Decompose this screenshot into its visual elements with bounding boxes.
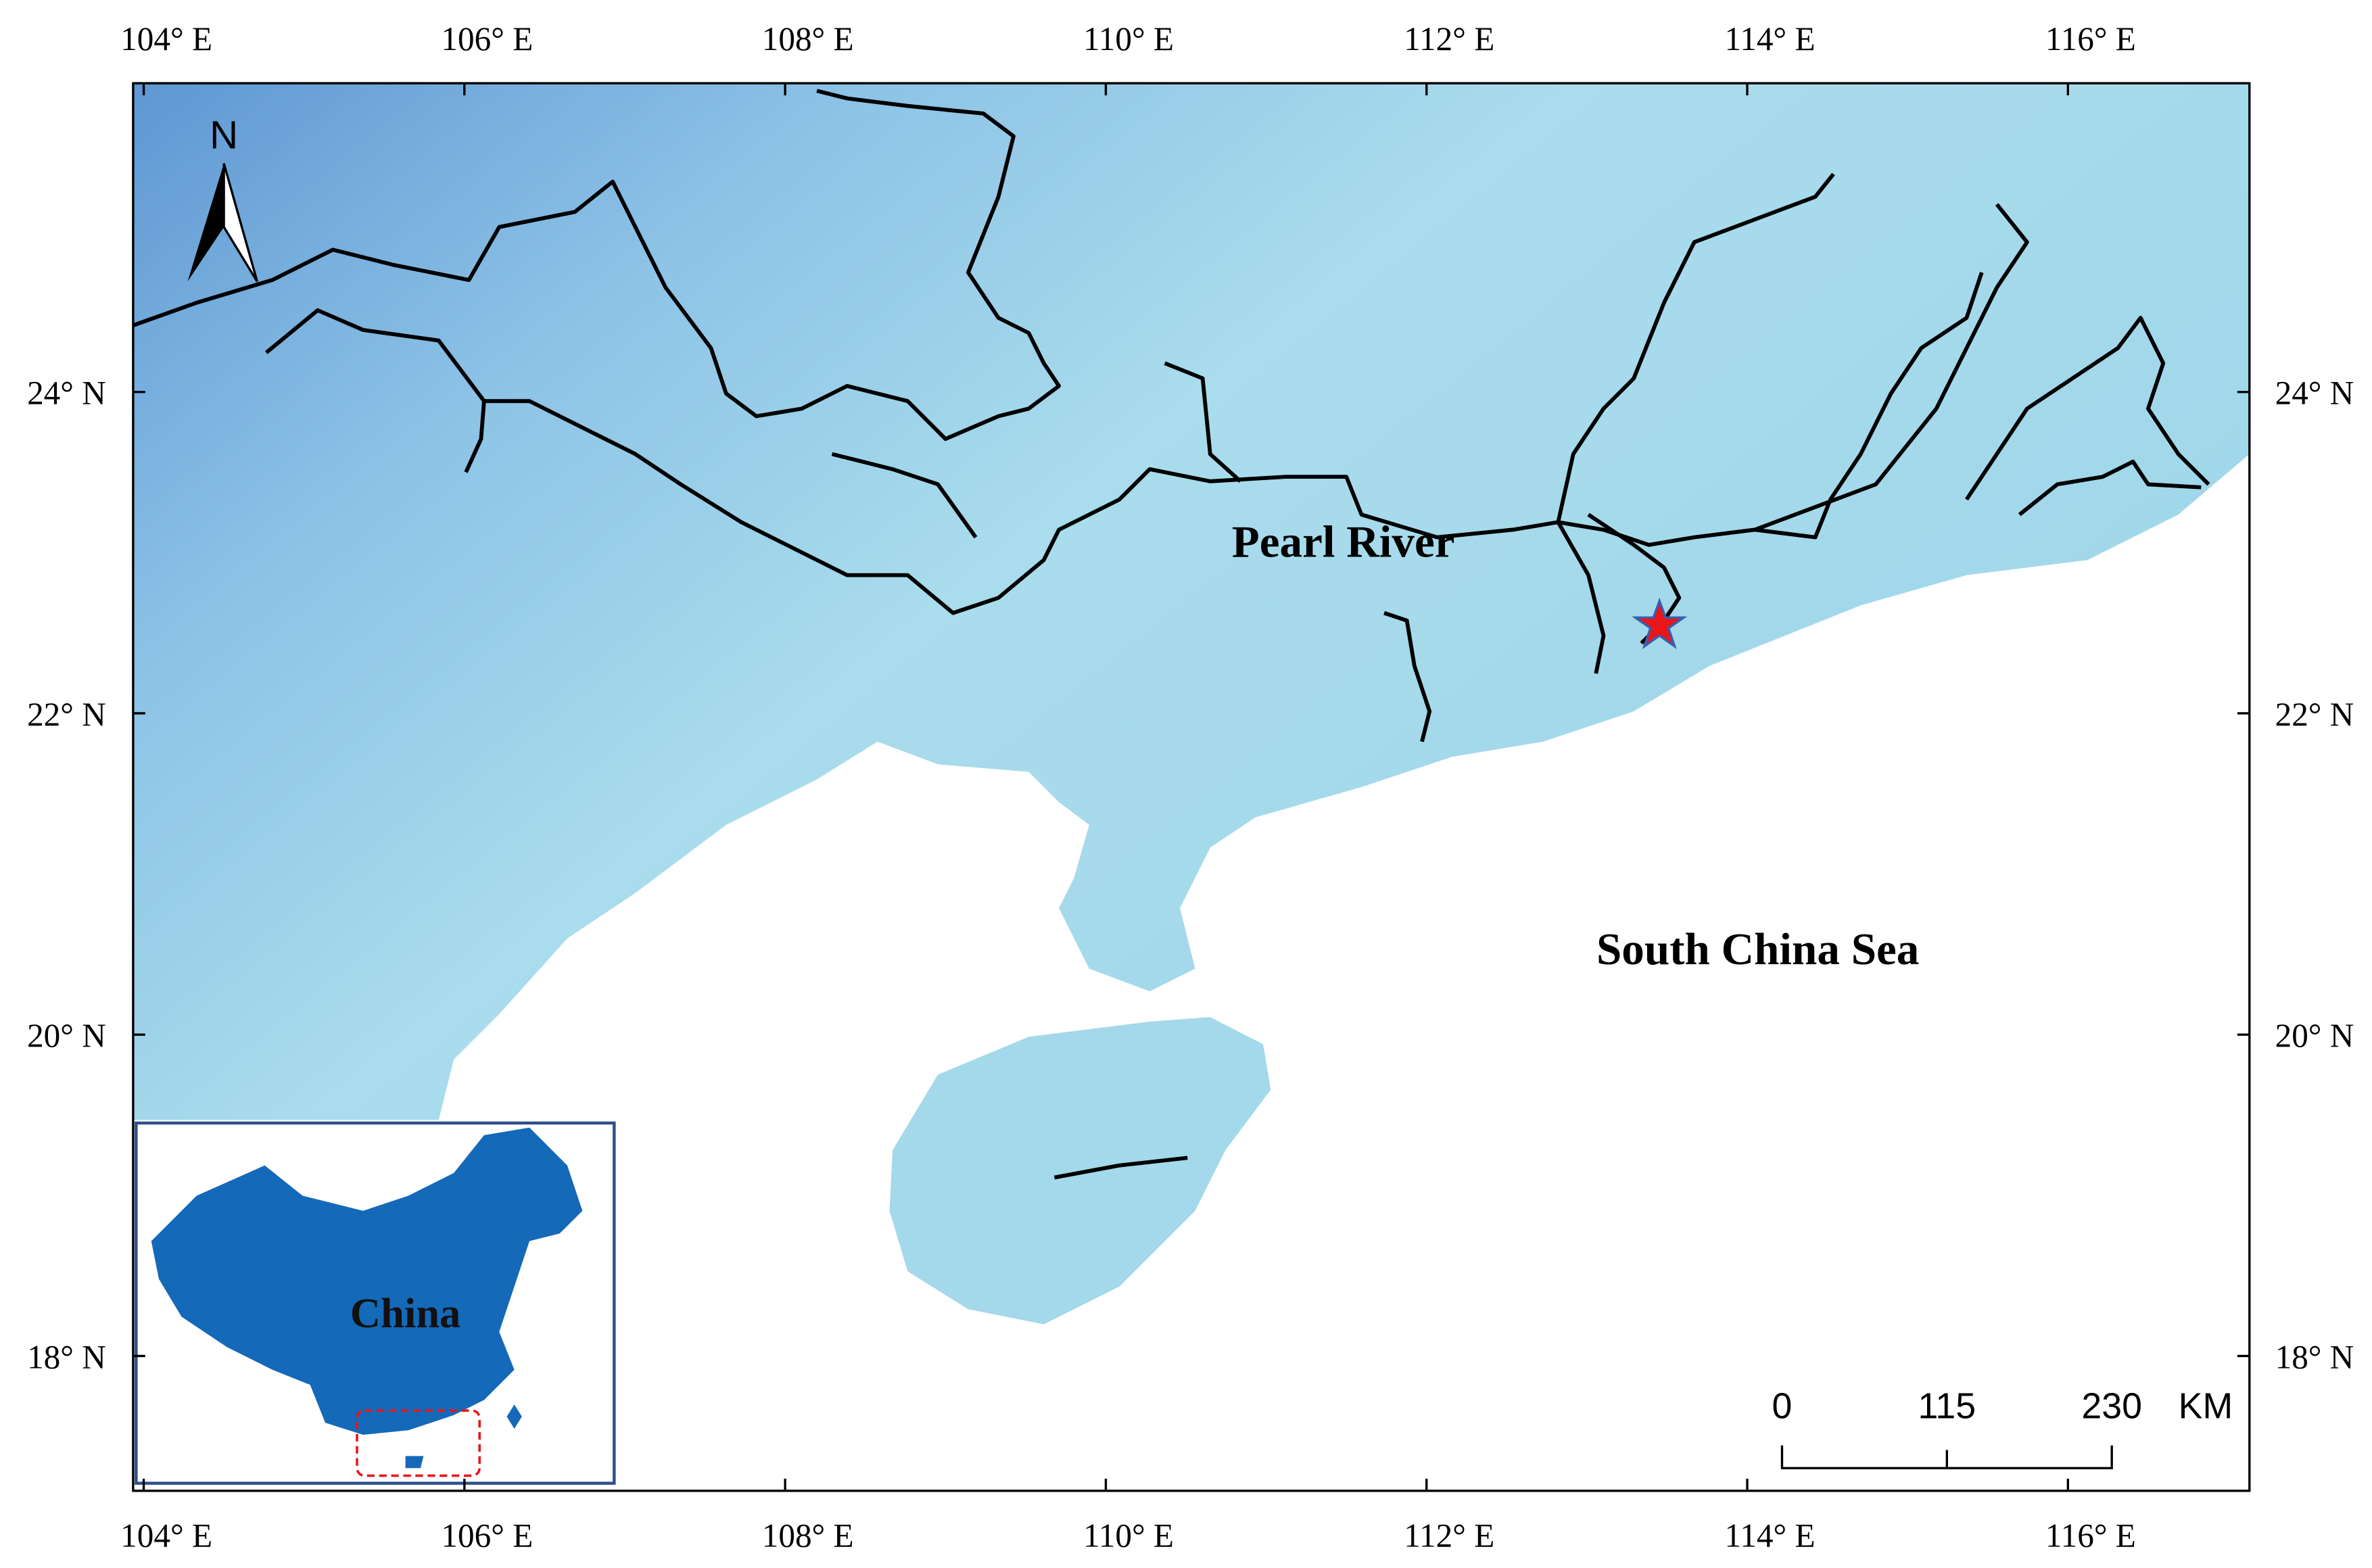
map-body: Pearl River South China Sea N China KM 0…: [133, 83, 2250, 1491]
lat-label: 24° N: [27, 375, 106, 412]
river: [1964, 316, 2210, 501]
arrow-right: [222, 163, 258, 283]
lon-label: 110° E: [1083, 1517, 1174, 1554]
lon-label: 116° E: [2045, 20, 2136, 57]
north-label: N: [210, 113, 238, 157]
river: [464, 400, 486, 473]
study-area-box: [356, 1409, 481, 1477]
river: [264, 271, 1984, 615]
lon-label: 110° E: [1083, 20, 1174, 57]
scale-unit: KM: [2179, 1385, 2233, 1426]
lon-label: 104° E: [120, 1517, 212, 1554]
river-label: Pearl River: [1232, 517, 1455, 567]
river: [133, 89, 1061, 442]
study-site: [1632, 597, 1688, 650]
lon-label: 114° E: [1725, 20, 1816, 57]
river: [1053, 1156, 1188, 1180]
lon-label: 112° E: [1404, 1517, 1494, 1554]
scale-label: 0: [1772, 1385, 1793, 1426]
sea-label: South China Sea: [1596, 924, 1919, 974]
scale-label: 230: [2081, 1385, 2142, 1426]
lat-label: 18° N: [2275, 1338, 2354, 1375]
lon-label: 106° E: [441, 1517, 533, 1554]
inset-label: China: [350, 1289, 461, 1337]
scale-bar: KM 0 115 230: [1772, 1385, 2233, 1469]
lon-label: 116° E: [2045, 1517, 2136, 1554]
lon-label: 106° E: [441, 20, 533, 57]
hainan: [889, 1017, 1271, 1325]
river: [1754, 203, 2029, 532]
lat-label: 22° N: [2275, 696, 2354, 733]
lat-label: 20° N: [2275, 1017, 2354, 1054]
lon-label: 114° E: [1725, 1517, 1816, 1554]
river: [1556, 172, 1835, 523]
lon-label: 112° E: [1404, 20, 1494, 57]
river: [831, 452, 978, 539]
china-outline: [151, 1127, 583, 1435]
lat-label: 22° N: [27, 696, 106, 733]
river: [2018, 459, 2202, 517]
river: [1164, 361, 1242, 483]
hainan-inset: [405, 1456, 424, 1469]
map-frame: [132, 82, 2251, 1492]
inset: China: [135, 1121, 616, 1485]
lat-label: 20° N: [27, 1017, 106, 1054]
lon-label: 108° E: [762, 1517, 854, 1554]
lon-label: 108° E: [762, 20, 854, 57]
lat-label: 24° N: [2275, 375, 2354, 412]
scale-label: 115: [1918, 1385, 1976, 1426]
lat-label: 18° N: [27, 1338, 106, 1375]
mainland: [133, 83, 2250, 1120]
river: [1556, 521, 1606, 674]
river: [1383, 611, 1432, 742]
lon-label: 104° E: [120, 20, 212, 57]
